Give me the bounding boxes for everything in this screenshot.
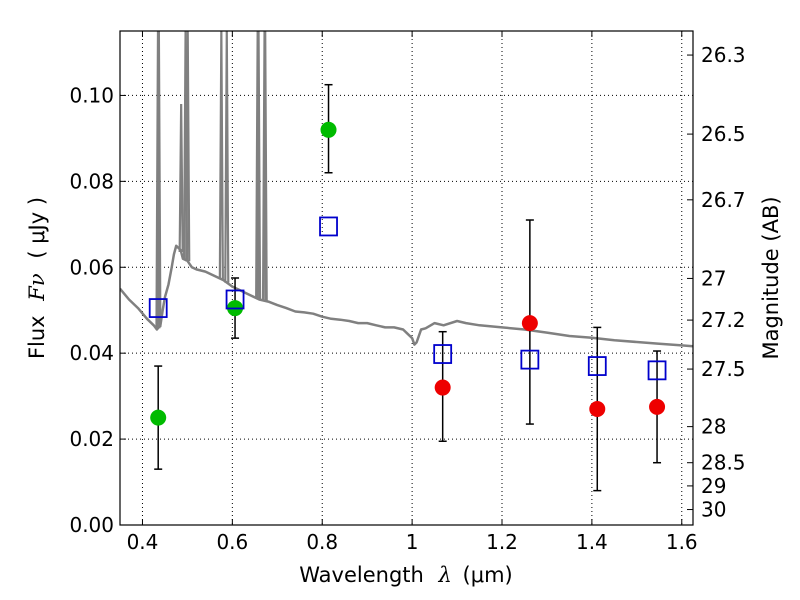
- model-square: [587, 356, 607, 376]
- y-tick-label: 0.06: [69, 255, 114, 279]
- mag-tick-label: 26.5: [701, 122, 746, 146]
- plot-background: [120, 31, 693, 525]
- x-tick-label: 1: [406, 530, 419, 554]
- data-point: [150, 409, 167, 426]
- mag-tick-label: 27: [701, 266, 726, 290]
- y-tick-label: 0.02: [69, 427, 114, 451]
- x-tick-label: 1.6: [666, 530, 698, 554]
- y-tick-label: 0.00: [69, 513, 114, 537]
- plot-frame: [119, 30, 694, 526]
- model-square: [225, 289, 245, 310]
- model-square: [647, 360, 667, 381]
- emission-line: [218, 31, 224, 280]
- x-tick-label: 1.2: [486, 530, 518, 554]
- data-point: [320, 121, 337, 138]
- model-square: [520, 349, 540, 370]
- mag-tick-label: 27.2: [701, 308, 746, 332]
- y-axis-title: Flux Fν ( μJy ): [25, 197, 49, 359]
- model-square: [433, 344, 453, 364]
- y-axis-symbol: Fν: [25, 273, 49, 302]
- emission-line: [178, 104, 184, 252]
- y-tick-label: 0.04: [69, 341, 114, 365]
- emission-line: [262, 31, 268, 301]
- x-tick-label: 0.4: [127, 530, 159, 554]
- mag-tick-label: 28: [701, 415, 726, 439]
- mag-tick-label: 26.3: [701, 43, 746, 67]
- mag-tick-label: 30: [701, 498, 726, 522]
- x-axis-symbol: λ: [438, 563, 452, 587]
- data-marks: [120, 31, 693, 492]
- data-point: [434, 379, 451, 396]
- y2-axis-title: Magnitude (AB): [759, 196, 783, 359]
- spectrum-line: [120, 244, 693, 348]
- y-axis-unit: ( μJy ): [25, 197, 49, 259]
- x-tick-label: 0.8: [306, 530, 338, 554]
- y-tick-label: 0.08: [69, 169, 114, 193]
- axis-ticks: 0.4 0.6 0.8 1 1.2 1.4 1.6 0.00 0.02 0.04 0.06 0.08 0…: [69, 31, 746, 554]
- mag-tick-label: 29: [701, 474, 726, 498]
- x-axis-title: Wavelength λ (μm): [299, 563, 512, 587]
- y-tick-label: 0.10: [69, 83, 114, 107]
- mag-tick-label: 26.7: [701, 188, 746, 212]
- model-square: [148, 298, 168, 318]
- x-tick-label: 1.4: [576, 530, 608, 554]
- x-axis-unit: (μm): [463, 563, 513, 587]
- x-tick-label: 0.6: [216, 530, 248, 554]
- x-axis-label: Wavelength: [299, 563, 424, 587]
- data-point: [521, 315, 538, 332]
- y-axis-label: Flux: [25, 315, 49, 359]
- mag-tick-label: 27.5: [701, 357, 746, 381]
- data-point: [649, 398, 666, 415]
- emission-line: [185, 31, 191, 262]
- mag-tick-label: 28.5: [701, 451, 746, 475]
- data-point: [589, 401, 606, 418]
- emission-line: [156, 31, 162, 328]
- emission-line: [255, 31, 262, 300]
- emission-line: [224, 31, 230, 283]
- model-square: [319, 216, 338, 237]
